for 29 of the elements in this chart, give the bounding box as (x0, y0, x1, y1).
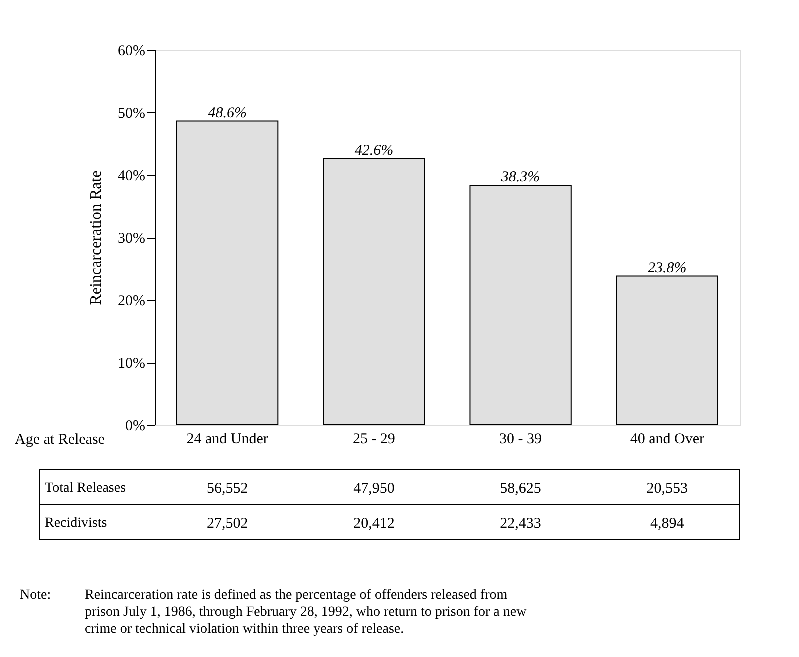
text: 56,552 (206, 481, 248, 497)
y-tick-label: 20% (118, 294, 146, 310)
text: Recidivists (45, 516, 108, 531)
data-label: 23.8% (648, 260, 687, 276)
y-tick-label: 0% (126, 418, 146, 434)
x-axis-title: Age at Release (15, 432, 106, 448)
text: 47,950 (354, 481, 395, 497)
y-axis-title: Reincarceration Rate (88, 170, 106, 306)
text: 20,553 (646, 481, 688, 497)
y-tick-label: 30% (118, 231, 146, 247)
data-label: 38.3% (500, 170, 540, 186)
x-tick-label: 40 and Over (630, 432, 705, 448)
text: Reincarceration rate is defined as the percentage of offenders released from prison July 1, 1986, through February 28, 1992, who return to prison for a new crime or technical violation within three years of release. (85, 588, 528, 637)
y-tick-label: 50% (118, 106, 146, 122)
x-tick-label: 30 - 39 (500, 432, 542, 448)
text: 22,433 (500, 516, 542, 532)
text: 27,502 (206, 516, 248, 532)
y-tick-label: 60% (118, 44, 146, 60)
y-tick-label: 10% (118, 356, 146, 372)
y-tick-label: 40% (118, 168, 146, 184)
text: 58,625 (500, 481, 542, 497)
x-tick-label: 25 - 29 (352, 432, 396, 448)
text: 4,894 (650, 516, 685, 532)
text: 20,412 (354, 516, 395, 532)
text: Total Releases (45, 481, 126, 496)
text: Note: (20, 588, 52, 603)
data-label: 42.6% (354, 142, 394, 159)
x-tick-label: 24 and Under (186, 432, 268, 448)
data-label: 48.6% (208, 105, 247, 122)
